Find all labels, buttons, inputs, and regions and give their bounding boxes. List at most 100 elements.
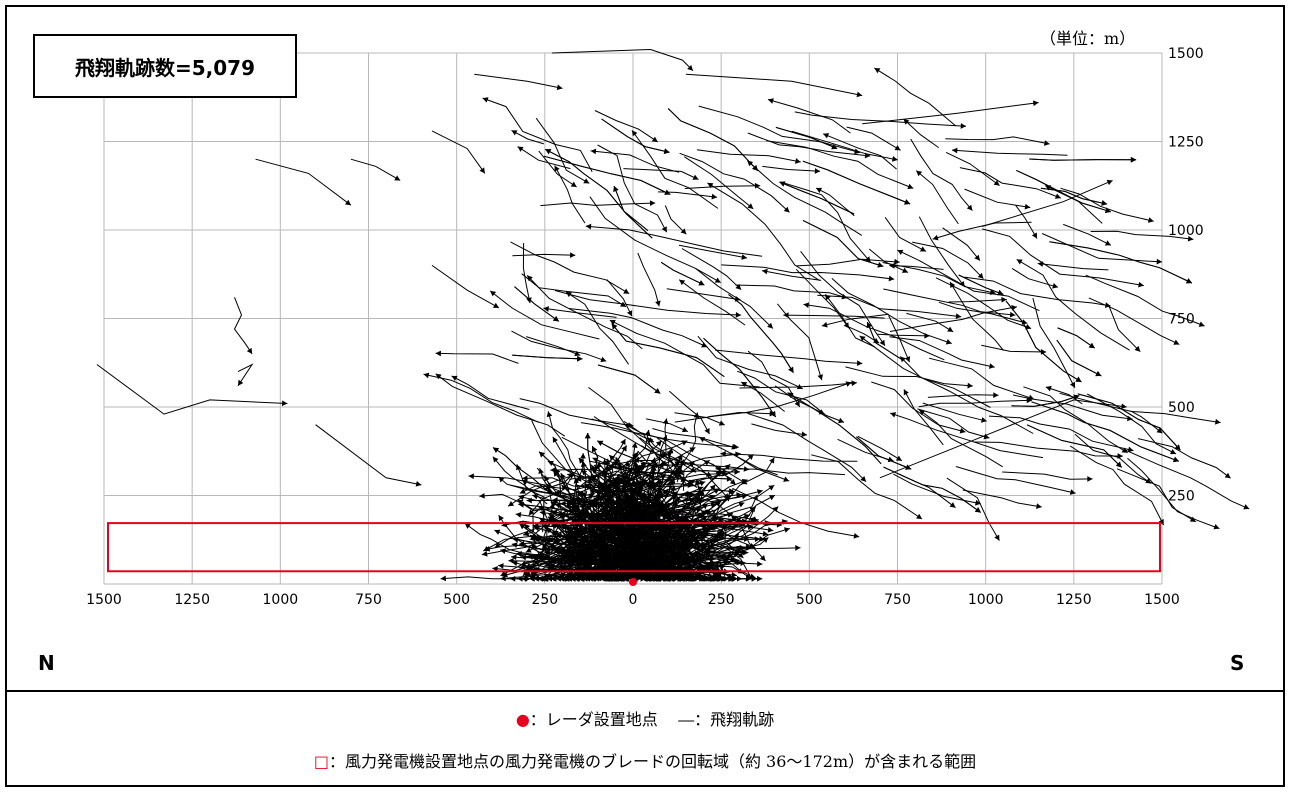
track-arrowhead bbox=[754, 182, 761, 189]
flight-track bbox=[964, 276, 1111, 307]
flight-track bbox=[657, 191, 718, 198]
track-arrowhead bbox=[538, 506, 545, 512]
flight-track bbox=[567, 473, 658, 500]
track-arrowhead bbox=[547, 460, 554, 467]
track-arrowhead bbox=[532, 493, 539, 500]
flight-track bbox=[824, 293, 876, 348]
track-arrowhead bbox=[854, 148, 860, 155]
y-tick-label: 250 bbox=[1168, 489, 1195, 505]
track-arrowhead bbox=[637, 464, 643, 471]
flight-track bbox=[1023, 386, 1128, 454]
flight-track bbox=[603, 479, 696, 509]
track-arrowhead bbox=[916, 170, 923, 177]
track-arrowhead bbox=[1117, 453, 1123, 459]
track-arrowhead bbox=[538, 468, 544, 475]
track-arrowhead bbox=[246, 347, 253, 354]
track-arrowhead bbox=[1024, 203, 1031, 210]
track-arrowhead bbox=[745, 574, 752, 581]
track-arrowhead bbox=[608, 535, 615, 542]
track-arrowhead bbox=[796, 383, 803, 390]
track-arrowhead bbox=[974, 254, 980, 261]
flight-track bbox=[350, 158, 401, 181]
flight-track bbox=[657, 435, 668, 475]
flight-track bbox=[794, 111, 967, 127]
flight-track bbox=[1123, 449, 1250, 510]
flight-track bbox=[533, 565, 612, 580]
track-arrowhead bbox=[530, 572, 537, 578]
track-arrowhead bbox=[879, 339, 885, 346]
track-arrowhead bbox=[680, 228, 687, 235]
flight-track bbox=[962, 489, 1042, 508]
track-arrowhead bbox=[570, 181, 577, 187]
flight-track bbox=[791, 130, 898, 161]
x-tick-label: 250 bbox=[531, 592, 558, 608]
flight-track bbox=[614, 509, 632, 565]
track-arrowhead bbox=[803, 302, 810, 309]
flight-track bbox=[1040, 187, 1108, 205]
flight-track bbox=[568, 308, 708, 348]
flight-track bbox=[698, 105, 861, 154]
flight-track bbox=[538, 451, 577, 515]
flight-track bbox=[795, 268, 850, 329]
flight-track bbox=[597, 440, 698, 488]
flight-track bbox=[846, 325, 880, 344]
flight-track bbox=[697, 335, 804, 390]
track-arrowhead bbox=[563, 549, 570, 556]
track-arrowhead bbox=[534, 536, 541, 543]
track-arrowhead bbox=[754, 536, 761, 543]
track-arrowhead bbox=[959, 427, 966, 434]
track-count-label: 飛翔軌跡数=5,079 bbox=[33, 34, 297, 98]
track-arrowhead bbox=[1104, 302, 1111, 308]
track-arrowhead bbox=[735, 311, 742, 318]
track-arrowhead bbox=[993, 180, 1000, 186]
track-arrowhead bbox=[579, 575, 585, 582]
track-arrowhead bbox=[516, 551, 522, 557]
flight-track bbox=[655, 520, 748, 554]
track-arrowhead bbox=[519, 488, 526, 494]
flight-track bbox=[707, 182, 820, 281]
flight-track bbox=[464, 522, 550, 558]
flight-track bbox=[751, 423, 808, 436]
track-arrowhead bbox=[682, 491, 688, 497]
flight-track bbox=[660, 543, 714, 571]
flight-track bbox=[1031, 401, 1180, 462]
flight-track bbox=[1063, 223, 1112, 246]
track-arrowhead bbox=[550, 516, 557, 523]
track-arrowhead bbox=[851, 380, 857, 387]
track-arrowhead bbox=[715, 563, 722, 569]
track-arrowhead bbox=[498, 515, 504, 522]
track-arrowhead bbox=[699, 480, 706, 487]
track-arrowhead bbox=[756, 489, 763, 495]
track-arrowhead bbox=[581, 469, 588, 476]
track-arrowhead bbox=[1106, 179, 1113, 186]
track-arrowhead bbox=[1036, 503, 1042, 509]
track-legend-symbol: ― bbox=[678, 710, 695, 729]
north-direction-label: N bbox=[38, 651, 55, 675]
track-arrowhead bbox=[1115, 461, 1122, 468]
flight-track bbox=[735, 284, 848, 299]
track-arrowhead bbox=[609, 455, 616, 461]
flight-track bbox=[1029, 158, 1137, 161]
flight-track bbox=[912, 241, 984, 280]
flight-track bbox=[703, 337, 777, 418]
track-arrowhead bbox=[794, 158, 801, 164]
flight-track bbox=[946, 477, 1000, 541]
flight-track bbox=[935, 277, 1032, 329]
flight-track bbox=[483, 509, 579, 552]
flight-track bbox=[566, 537, 687, 544]
flight-track bbox=[761, 270, 822, 281]
track-arrowhead bbox=[711, 522, 718, 529]
flight-track bbox=[845, 366, 973, 387]
track-arrowhead bbox=[591, 468, 598, 474]
track-arrowhead bbox=[679, 279, 686, 286]
flight-track bbox=[802, 219, 884, 267]
flight-track bbox=[1032, 297, 1076, 389]
flight-track bbox=[1011, 267, 1059, 288]
flight-track bbox=[787, 392, 882, 465]
track-arrowhead bbox=[1147, 217, 1154, 223]
track-arrowhead bbox=[494, 529, 501, 535]
track-arrowhead bbox=[745, 544, 752, 551]
track-arrowhead bbox=[866, 322, 872, 329]
track-arrowhead bbox=[919, 246, 926, 252]
flight-track bbox=[597, 144, 668, 233]
